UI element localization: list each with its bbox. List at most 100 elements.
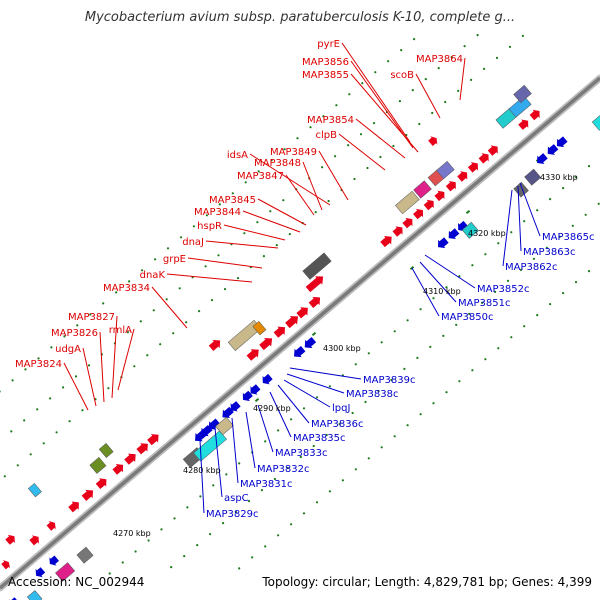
reverse-gene-label: MAP3863c: [523, 247, 575, 258]
reverse-gene-arrow: [537, 153, 548, 164]
scale-tick: [312, 444, 315, 448]
scale-tick: [16, 464, 19, 467]
scale-tick: [49, 397, 52, 400]
scale-tick: [185, 321, 188, 324]
scale-tick: [532, 257, 536, 260]
scale-tick: [290, 523, 293, 526]
forward-gene-label: MAP3854: [307, 115, 354, 126]
scale-tick: [380, 446, 383, 449]
scale-tick: [165, 298, 168, 301]
leader-line: [257, 198, 307, 226]
scale-tick: [126, 331, 129, 334]
gene-feature-box: [302, 252, 332, 280]
scale-tick: [377, 389, 380, 393]
reverse-gene-label: MAP3838c: [346, 389, 398, 400]
scale-tick: [335, 104, 338, 107]
scale-tick: [273, 477, 276, 481]
reverse-gene-arrow: [458, 220, 469, 232]
forward-gene-label: MAP3827: [68, 312, 115, 323]
leader-line: [117, 328, 135, 391]
scale-tick: [424, 78, 427, 81]
scale-tick: [277, 534, 280, 537]
scale-tick: [398, 100, 401, 103]
scale-tick: [236, 277, 240, 280]
gene-feature-box: [89, 456, 107, 474]
major-scale-tick: [254, 397, 260, 403]
gene-feature-box: [591, 112, 600, 131]
forward-gene-arrow: [308, 296, 321, 308]
forward-gene-arrow: [124, 453, 136, 465]
scale-tick: [393, 330, 396, 333]
scale-tick: [361, 82, 364, 85]
scale-tick: [290, 418, 293, 421]
forward-gene-arrow: [136, 443, 148, 455]
reverse-gene-arrow: [9, 597, 20, 600]
scale-tick: [223, 288, 227, 291]
leader-line: [82, 347, 97, 407]
gene-feature-box: [193, 430, 227, 462]
scale-tick: [327, 199, 330, 203]
scale-tick: [562, 292, 565, 295]
scale-tick: [247, 500, 251, 503]
scale-tick: [450, 56, 453, 59]
major-scale-tick: [311, 331, 317, 337]
forward-gene-arrow: [457, 171, 468, 182]
scale-tick: [309, 126, 312, 129]
scale-tick: [341, 479, 344, 482]
forward-gene-arrow: [246, 349, 259, 361]
scale-tick: [519, 268, 523, 271]
reverse-gene-label: MAP3862c: [505, 262, 557, 273]
leader-line: [283, 379, 331, 408]
leader-line: [350, 73, 419, 153]
forward-gene-arrow: [285, 316, 299, 329]
scale-tick: [62, 386, 65, 389]
scale-tick: [587, 270, 591, 273]
forward-gene-label: pyrE: [317, 39, 340, 50]
reverse-gene-label: MAP3836c: [311, 419, 363, 430]
scale-tick: [372, 122, 376, 125]
forward-gene-arrow: [1, 559, 11, 570]
leader-line: [277, 384, 310, 424]
major-scale-tick: [465, 209, 471, 215]
scale-tick: [87, 364, 91, 367]
gene-feature-box: [76, 546, 94, 564]
forward-gene-label: grpE: [163, 254, 186, 265]
scale-tick: [471, 264, 474, 267]
scale-tick: [89, 313, 92, 316]
leader-line: [355, 118, 406, 159]
forward-gene-arrow: [529, 109, 540, 121]
scale-tick: [37, 357, 40, 360]
scale-tick: [444, 100, 447, 104]
scale-tick: [476, 34, 479, 37]
topology-summary: Topology: circular; Length: 4,829,781 bp…: [262, 575, 592, 589]
leader-line: [502, 189, 513, 267]
forward-gene-arrow: [402, 217, 413, 229]
reverse-gene-label: MAP3850c: [441, 312, 493, 323]
leader-line: [286, 373, 345, 394]
scale-tick: [416, 356, 419, 359]
scale-tick: [286, 466, 289, 470]
scale-tick: [400, 49, 403, 52]
scale-tick: [160, 528, 163, 531]
scale-tick: [510, 231, 513, 234]
scale-tick: [390, 378, 393, 382]
gene-feature-box: [98, 443, 114, 458]
leader-line: [111, 315, 118, 399]
scale-tick: [36, 408, 39, 411]
scale-tick: [302, 407, 306, 410]
scale-tick: [152, 309, 155, 312]
forward-gene-label: MAP3845: [209, 195, 256, 206]
reverse-gene-label: MAP3835c: [293, 433, 345, 444]
forward-gene-label: MAP3834: [103, 283, 150, 294]
forward-gene-arrow: [423, 199, 434, 211]
gene-feature-box: [436, 161, 455, 180]
scale-tick: [494, 290, 497, 293]
scale-tick: [260, 489, 263, 492]
forward-gene-arrow: [259, 338, 273, 351]
scale-tick: [121, 561, 124, 564]
forward-gene-arrow: [413, 208, 424, 220]
reverse-gene-label: MAP3851c: [458, 298, 510, 309]
scale-tick: [264, 545, 267, 548]
